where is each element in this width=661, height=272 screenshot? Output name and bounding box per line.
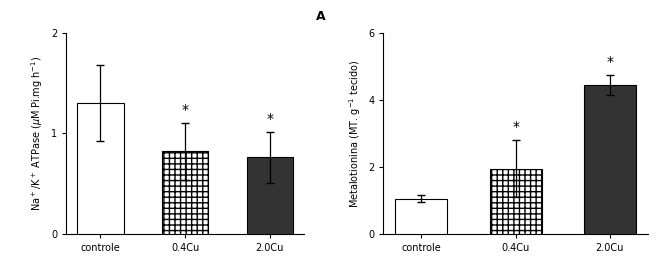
Bar bbox=[162, 152, 208, 234]
Text: *: * bbox=[512, 120, 519, 134]
Bar bbox=[247, 157, 293, 234]
Bar bbox=[77, 103, 124, 234]
Bar bbox=[584, 85, 636, 234]
Text: *: * bbox=[606, 54, 613, 69]
Text: *: * bbox=[182, 103, 188, 117]
Text: *: * bbox=[266, 112, 274, 126]
Bar bbox=[395, 199, 447, 234]
Y-axis label: Na$^+$/K$^+$ ATPase ($\mu$M Pi.mg h$^{-1}$): Na$^+$/K$^+$ ATPase ($\mu$M Pi.mg h$^{-1… bbox=[30, 56, 45, 211]
Y-axis label: Metalotionina (MT. g$^{-1}$ tecido): Metalotionina (MT. g$^{-1}$ tecido) bbox=[347, 59, 362, 208]
Bar bbox=[490, 168, 541, 234]
Text: A: A bbox=[316, 10, 326, 23]
